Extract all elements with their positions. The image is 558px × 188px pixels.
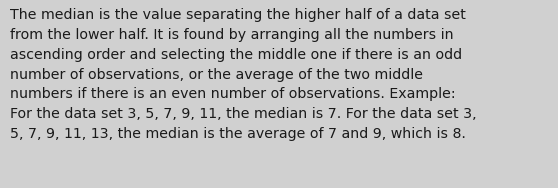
Text: The median is the value separating the higher half of a data set
from the lower : The median is the value separating the h… [10,8,477,141]
